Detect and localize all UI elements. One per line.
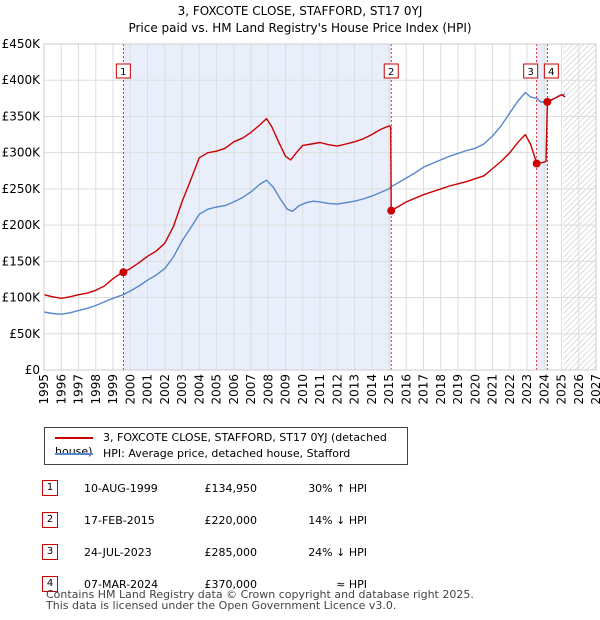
plot-border (43, 43, 597, 371)
tx-number: 4 (42, 576, 58, 592)
tx-price: £370,000 (204, 577, 258, 591)
y-tick-label: £250K (2, 182, 42, 196)
license-notice: This data is licensed under the Open Gov… (46, 599, 397, 612)
legend-swatch-property (55, 437, 93, 439)
x-tick-label: 2018 (434, 374, 448, 405)
x-tick-label: 2014 (365, 374, 379, 405)
y-tick-label: £350K (2, 109, 42, 123)
tx-price: £220,000 (204, 513, 258, 527)
x-tick-label: 2027 (589, 374, 600, 405)
x-tick-label: 1999 (106, 374, 120, 405)
tx-date: 24-JUL-2023 (84, 545, 152, 559)
y-tick-label: £100K (2, 291, 42, 305)
tx-hpi: 14% ↓ HPI (308, 513, 367, 527)
ownership-shade-1 (123, 44, 392, 370)
chart-subtitle: Price paid vs. HM Land Registry's House … (128, 21, 472, 35)
marker-1-box (115, 63, 131, 79)
x-tick-label: 2002 (158, 374, 172, 405)
copyright-notice: Contains HM Land Registry data © Crown c… (46, 588, 474, 601)
legend-entry-property: 3, FOXCOTE CLOSE, STAFFORD, ST17 0YJ (de… (55, 431, 407, 458)
forecast-hatch (563, 44, 596, 370)
marker-1-label: 1 (120, 67, 126, 78)
ownership-shade-2 (536, 44, 548, 370)
tx-hpi: 24% ↓ HPI (308, 545, 367, 559)
chart-title: 3, FOXCOTE CLOSE, STAFFORD, ST17 0YJ (177, 4, 423, 18)
hpi-series-line (43, 91, 566, 315)
tx-hpi: 30% ↑ HPI (308, 481, 367, 495)
x-tick-label: 2007 (244, 374, 258, 405)
y-tick-label: £150K (2, 254, 42, 268)
chart-legend: 3, FOXCOTE CLOSE, STAFFORD, ST17 0YJ (de… (44, 427, 408, 465)
tx-price: £285,000 (204, 545, 258, 559)
table-row: 2 17-FEB-2015 £220,000 14% ↓ HPI (42, 504, 367, 536)
y-tick-label: £50K (9, 327, 41, 341)
x-tick-label: 2001 (141, 374, 155, 405)
tx-date: 17-FEB-2015 (84, 513, 155, 527)
legend-swatch-hpi (55, 453, 93, 455)
y-tick-label: £300K (2, 146, 42, 160)
x-tick-label: 2019 (451, 374, 465, 405)
x-tick-label: 2020 (468, 374, 482, 405)
y-tick-label: £200K (2, 218, 42, 232)
price-chart: 1 2 3 4 £0 £50K £100K £150K £200K £250K £300K £350K… (2, 37, 600, 405)
x-tick-label: 2026 (572, 374, 586, 405)
table-row: 3 24-JUL-2023 £285,000 24% ↓ HPI (42, 536, 367, 568)
sale-point-4 (543, 97, 552, 106)
marker-2-box (383, 63, 399, 79)
legend-label-hpi: HPI: Average price, detached house, Staf… (103, 447, 351, 460)
marker-3-box (523, 63, 539, 79)
table-row: 4 07-MAR-2024 £370,000 ≈ HPI (42, 568, 367, 600)
tx-number-cell: 1 (42, 472, 84, 504)
sale-point-3 (532, 159, 541, 168)
x-tick-label: 2012 (330, 374, 344, 405)
x-tick-label: 2011 (313, 374, 327, 405)
y-tick-label: £0 (25, 363, 40, 377)
x-tick-label: 1998 (89, 374, 103, 405)
x-tick-label: 2022 (503, 374, 517, 405)
tx-number-cell: 4 (42, 568, 84, 600)
marker-3-label: 3 (527, 67, 533, 78)
x-tick-label: 2000 (123, 374, 137, 405)
marker-4-box (543, 63, 559, 79)
x-tick-label: 2023 (520, 374, 534, 405)
y-tick-label: £400K (2, 73, 42, 87)
marker-2-label: 2 (388, 67, 394, 78)
x-tick-label: 2008 (261, 374, 275, 405)
x-tick-label: 1997 (72, 374, 86, 405)
x-tick-label: 2004 (192, 374, 206, 405)
sale-point-1 (119, 268, 128, 277)
tx-number: 3 (42, 544, 58, 560)
x-tick-label: 2005 (210, 374, 224, 405)
tx-price: £134,950 (204, 481, 258, 495)
tx-number-cell: 3 (42, 536, 84, 568)
transactions-table: 1 10-AUG-1999 £134,950 30% ↑ HPI 2 17-FE… (42, 472, 367, 600)
x-tick-label: 2006 (227, 374, 241, 405)
property-series-line (43, 94, 566, 299)
x-tick-label: 2024 (537, 374, 551, 405)
x-tick-label: 1996 (54, 374, 68, 405)
tx-date: 10-AUG-1999 (84, 481, 158, 495)
x-tick-label: 2013 (348, 374, 362, 405)
x-tick-label: 2010 (296, 374, 310, 405)
tx-number-cell: 2 (42, 504, 84, 536)
legend-entry-hpi: HPI: Average price, detached house, Staf… (55, 447, 350, 461)
x-tick-label: 2017 (417, 374, 431, 405)
tx-hpi: ≈ HPI (336, 577, 367, 591)
x-tick-label: 1995 (37, 374, 51, 405)
x-tick-label: 2021 (486, 374, 500, 405)
y-tick-label: £450K (2, 37, 42, 51)
x-tick-label: 2003 (175, 374, 189, 405)
footer: Contains HM Land Registry data © Crown c… (46, 589, 474, 611)
tx-number: 1 (42, 480, 58, 496)
tx-number: 2 (42, 512, 58, 528)
sale-point-2 (387, 206, 396, 215)
tx-date: 07-MAR-2024 (84, 577, 159, 591)
x-tick-label: 2009 (279, 374, 293, 405)
x-tick-label: 2015 (382, 374, 396, 405)
marker-4-label: 4 (548, 67, 554, 78)
x-tick-label: 2016 (399, 374, 413, 405)
table-row: 1 10-AUG-1999 £134,950 30% ↑ HPI (42, 472, 367, 504)
x-tick-label: 2025 (555, 374, 569, 405)
